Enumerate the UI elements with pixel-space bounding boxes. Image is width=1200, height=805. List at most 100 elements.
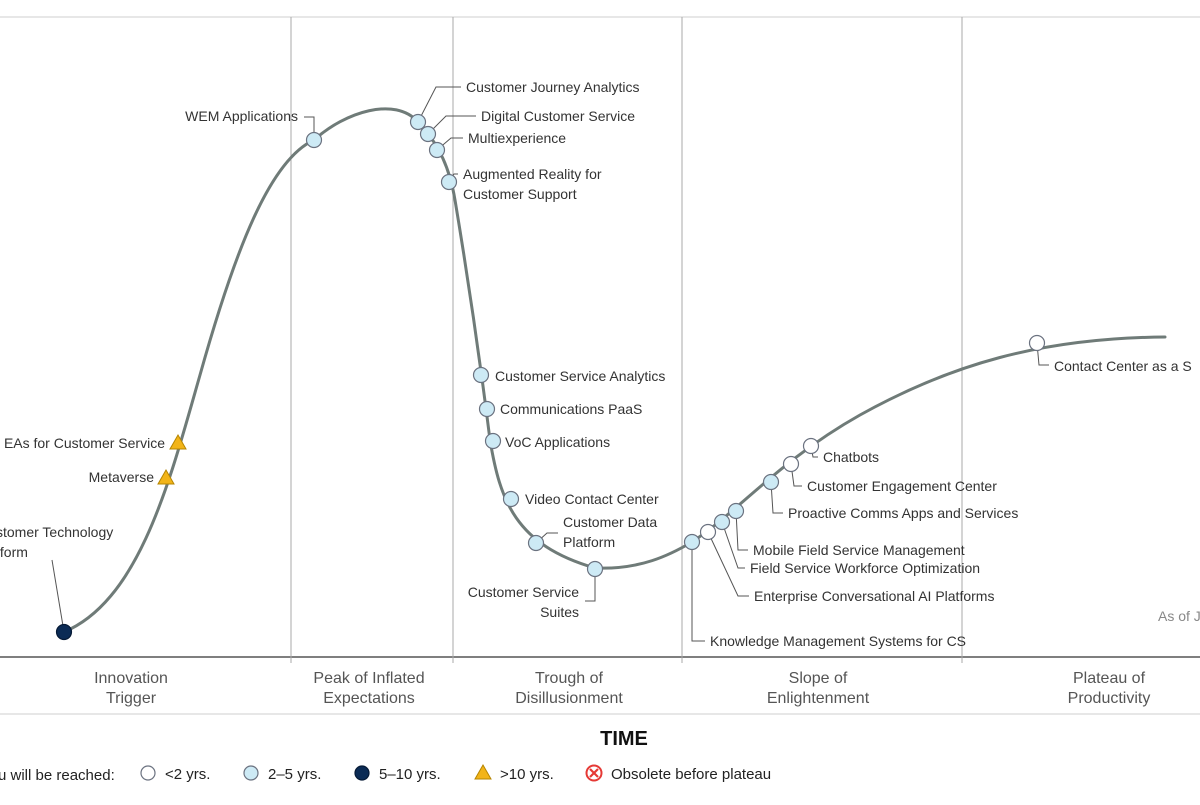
marker-customer-service-analytics: [472, 366, 490, 384]
marker-customer-service-suites: [586, 560, 604, 578]
marker-proactive-comms-apps-and-services: [762, 473, 780, 491]
label-knowledge-management-systems-for-cs: Knowledge Management Systems for CS: [710, 633, 966, 649]
label-line: WEM Applications: [185, 108, 298, 124]
label-line: Field Service Workforce Optimization: [750, 560, 980, 576]
phase-slope-of-enlightenment: Slope of Enlightenment: [767, 670, 870, 707]
label-line: Mobile Field Service Management: [753, 542, 965, 558]
phase-labels: Innovation Trigger Peak of Inflated Expecta…: [94, 670, 1150, 707]
label-line: Augmented Reality for: [463, 166, 602, 182]
label-line: Proactive Comms Apps and Services: [788, 505, 1018, 521]
phase-line: Productivity: [1068, 690, 1151, 707]
label-line: stomer Technology: [0, 524, 113, 540]
label-augmented-reality-for-customer-support: Augmented Reality for Customer Support: [463, 166, 602, 202]
phase-line: Innovation: [94, 670, 168, 687]
legend-marker-light-circle: [243, 765, 259, 781]
label-line: Digital Customer Service: [481, 108, 635, 124]
label-line: Customer Journey Analytics: [466, 79, 640, 95]
label-line: Chatbots: [823, 449, 879, 465]
phase-line: Peak of Inflated: [313, 670, 424, 687]
label-line: Contact Center as a S: [1054, 358, 1192, 374]
legend-label-cross: Obsolete before plateau: [611, 766, 771, 783]
chart-frame: [0, 16, 1200, 715]
marker-field-service-workforce-optimization: [713, 513, 731, 531]
leader-line-customer-service-suites: [585, 569, 596, 602]
label-customer-engagement-center: Customer Engagement Center: [807, 478, 997, 494]
leader-line-knowledge-management-systems-for-cs: [691, 542, 705, 642]
marker-voc-applications: [484, 432, 502, 450]
marker-wem-applications: [305, 131, 323, 149]
label-mobile-field-service-management: Mobile Field Service Management: [753, 542, 965, 558]
legend-label-triangle: >10 yrs.: [500, 766, 554, 783]
marker-customer-engagement-center: [782, 455, 800, 473]
leader-line-stomer-technology-tform: [51, 559, 65, 633]
legend-marker-cross: [585, 764, 603, 782]
phase-line: Expectations: [323, 690, 415, 707]
marker-customer-journey-analytics: [409, 113, 427, 131]
legend-label-light-circle: 2–5 yrs.: [268, 766, 321, 783]
marker-video-contact-center: [502, 490, 520, 508]
x-axis-title: TIME: [600, 728, 648, 750]
label-field-service-workforce-optimization: Field Service Workforce Optimization: [750, 560, 980, 576]
legend: <2 yrs. 2–5 yrs. 5–10 yrs. >10 yrs. Obsolete…: [140, 763, 771, 783]
label-line: Suites: [540, 604, 579, 620]
marker-metaverse: [157, 468, 175, 485]
marker-multiexperience: [428, 141, 446, 159]
label-wem-applications: WEM Applications: [185, 108, 298, 124]
phase-line: Slope of: [789, 670, 848, 687]
phase-innovation-trigger: Innovation Trigger: [94, 670, 168, 707]
marker-stomer-technology-tform: [55, 623, 73, 641]
label-multiexperience: Multiexperience: [468, 130, 566, 146]
phase-line: Trigger: [106, 690, 157, 707]
phase-line: Enlightenment: [767, 690, 870, 707]
phase-line: Plateau of: [1073, 670, 1146, 687]
leader-line-mobile-field-service-management: [735, 510, 748, 551]
label-line: Customer Support: [463, 186, 577, 202]
legend-marker-triangle: [474, 763, 492, 780]
label-line: EAs for Customer Service: [4, 435, 165, 451]
marker-communications-paas: [478, 400, 496, 418]
label-line: Metaverse: [89, 469, 155, 485]
label-customer-service-suites: Customer Service Suites: [468, 584, 579, 620]
label-enterprise-conversational-ai-platforms: Enterprise Conversational AI Platforms: [754, 588, 994, 604]
legend-label-open-circle: <2 yrs.: [165, 766, 210, 783]
label-proactive-comms-apps-and-services: Proactive Comms Apps and Services: [788, 505, 1018, 521]
label-line: Communications PaaS: [500, 401, 642, 417]
cross-stroke: [589, 768, 599, 778]
marker-eas-for-customer-service: [169, 433, 187, 450]
label-voc-applications: VoC Applications: [505, 434, 610, 450]
phase-line: Trough of: [535, 670, 603, 687]
label-line: Video Contact Center: [525, 491, 659, 507]
leader-line-customer-journey-analytics: [417, 86, 461, 123]
marker-knowledge-management-systems-for-cs: [683, 533, 701, 551]
marker-chatbots: [802, 437, 820, 455]
legend-label-dark-circle: 5–10 yrs.: [379, 766, 441, 783]
label-line: Customer Engagement Center: [807, 478, 997, 494]
label-digital-customer-service: Digital Customer Service: [481, 108, 635, 124]
label-customer-journey-analytics: Customer Journey Analytics: [466, 79, 640, 95]
phase-peak-of-inflated-expectations: Peak of Inflated Expectations: [313, 670, 424, 707]
technology-markers: [55, 113, 1046, 641]
legend-marker-open-circle: [140, 765, 156, 781]
marker-augmented-reality-for-customer-support: [440, 173, 458, 191]
label-contact-center-as-a-s: Contact Center as a S: [1054, 358, 1192, 374]
label-customer-data-platform: Customer Data Platform: [563, 514, 657, 550]
label-eas-for-customer-service: EAs for Customer Service: [4, 435, 165, 451]
label-customer-service-analytics: Customer Service Analytics: [495, 368, 665, 384]
label-communications-paas: Communications PaaS: [500, 401, 642, 417]
label-chatbots: Chatbots: [823, 449, 879, 465]
marker-customer-data-platform: [527, 534, 545, 552]
legend-marker-dark-circle: [354, 765, 370, 781]
marker-contact-center-as-a-s: [1028, 334, 1046, 352]
leader-line-proactive-comms-apps-and-services: [770, 481, 783, 514]
label-line: Customer Service: [468, 584, 579, 600]
phase-line: Disillusionment: [515, 690, 623, 707]
label-line: Customer Data: [563, 514, 657, 530]
phase-plateau-of-productivity: Plateau of Productivity: [1068, 670, 1151, 707]
leader-line-digital-customer-service: [427, 115, 476, 135]
leader-line-field-service-workforce-optimization: [721, 521, 745, 569]
label-line: Knowledge Management Systems for CS: [710, 633, 966, 649]
phase-trough-of-disillusionment: Trough of Disillusionment: [515, 670, 623, 707]
label-line: tform: [0, 544, 28, 560]
technology-labels: stomer Technology tform Metaverse EAs for C…: [0, 79, 1192, 649]
